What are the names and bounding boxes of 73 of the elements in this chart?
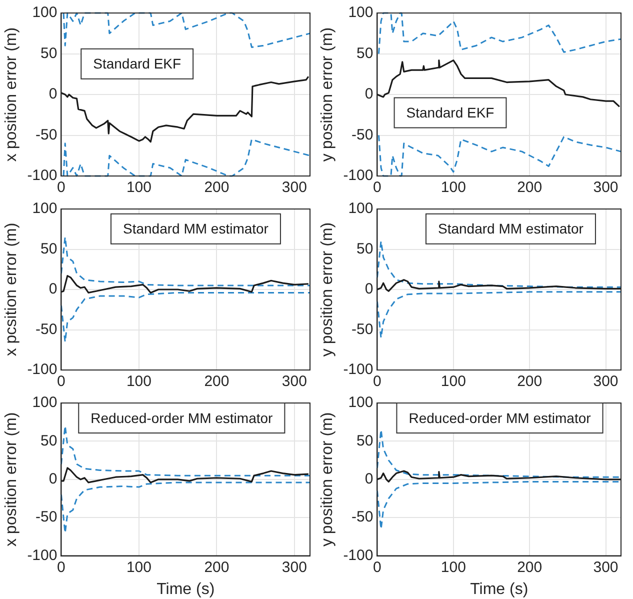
y-tick-label: 0	[48, 470, 58, 488]
x-tick-label: 200	[204, 373, 230, 390]
y-tick-label: 50	[40, 240, 58, 258]
y-tick-label: 100	[348, 200, 374, 218]
line-series	[376, 240, 622, 288]
x-tick-label: 200	[517, 558, 542, 576]
y-tick-label: -100	[343, 167, 374, 184]
x-tick-label: 100	[126, 179, 152, 196]
x-tick-label: 100	[440, 558, 466, 576]
line-series	[60, 482, 311, 534]
line-series	[60, 425, 311, 476]
x-tick-label: 300	[282, 558, 307, 576]
x-tick-label: 100	[126, 373, 152, 390]
y-tick-label: -50	[352, 126, 374, 144]
annotation: Standard MM estimator	[122, 220, 269, 237]
y-tick-label: 0	[364, 86, 374, 103]
y-axis-title: x position error (m)	[3, 412, 20, 547]
y-axis-title: y position error (m)	[319, 412, 336, 547]
y-tick-label: 100	[348, 4, 374, 22]
y-tick-label: 0	[48, 280, 58, 298]
y-tick-label: 50	[356, 240, 374, 258]
y-tick-label: -100	[27, 361, 58, 378]
annotation: Standard EKF	[406, 104, 494, 121]
y-tick-label: -100	[27, 167, 58, 184]
line-series	[62, 12, 311, 48]
y-axis-title: x pcsition error (m)	[3, 222, 20, 356]
y-axis-title: y position error (m)	[319, 222, 336, 357]
line-series	[378, 12, 622, 54]
x-axis-title: Time (s)	[470, 580, 528, 598]
x-tick-label: 300	[282, 373, 307, 390]
annotation: Reduced-order MM estimator	[90, 410, 274, 426]
y-tick-label: -50	[36, 126, 58, 144]
y-axis-title: y position error (m)	[319, 27, 336, 162]
line-series	[62, 138, 311, 177]
line-series	[60, 236, 311, 286]
y-tick-label: 0	[364, 280, 374, 298]
y-tick-label: -50	[36, 320, 58, 338]
y-tick-label: 0	[364, 470, 374, 488]
annotation: Standard MM estimator	[438, 220, 584, 237]
y-tick-label: 100	[348, 394, 374, 412]
line-series	[378, 134, 622, 177]
x-tick-label: 200	[204, 179, 230, 196]
y-axis-title: x position error (m)	[3, 27, 20, 162]
y-tick-label: 100	[32, 394, 58, 412]
y-tick-label: -50	[36, 508, 58, 526]
x-axis-title: Time (s)	[156, 580, 215, 598]
y-tick-label: 50	[356, 432, 374, 450]
x-tick-label: 100	[440, 373, 466, 390]
annotation: Standard EKF	[93, 56, 182, 72]
x-tick-label: 300	[593, 179, 618, 196]
y-tick-label: -50	[352, 508, 374, 526]
x-tick-label: 200	[204, 558, 230, 576]
annotation: Reduced-order MM estimator	[408, 410, 592, 426]
y-tick-label: -100	[343, 361, 374, 378]
y-tick-label: -100	[27, 546, 58, 564]
y-tick-label: 50	[40, 432, 58, 450]
y-tick-label: 100	[32, 4, 58, 22]
x-tick-label: 100	[440, 179, 466, 196]
x-tick-label: 100	[126, 558, 152, 576]
y-tick-label: 50	[356, 44, 374, 62]
line-series	[376, 291, 622, 339]
x-tick-label: 200	[517, 373, 542, 390]
line-series	[376, 428, 622, 478]
y-tick-label: -50	[352, 320, 374, 338]
x-tick-label: 200	[517, 179, 542, 196]
line-series	[60, 292, 311, 343]
y-tick-label: -100	[343, 546, 374, 564]
x-tick-label: 300	[282, 179, 307, 196]
x-tick-label: 300	[593, 373, 618, 390]
y-tick-label: 100	[32, 200, 58, 218]
y-tick-label: 0	[48, 86, 58, 103]
x-tick-label: 300	[593, 558, 618, 576]
y-tick-label: 50	[40, 44, 58, 62]
